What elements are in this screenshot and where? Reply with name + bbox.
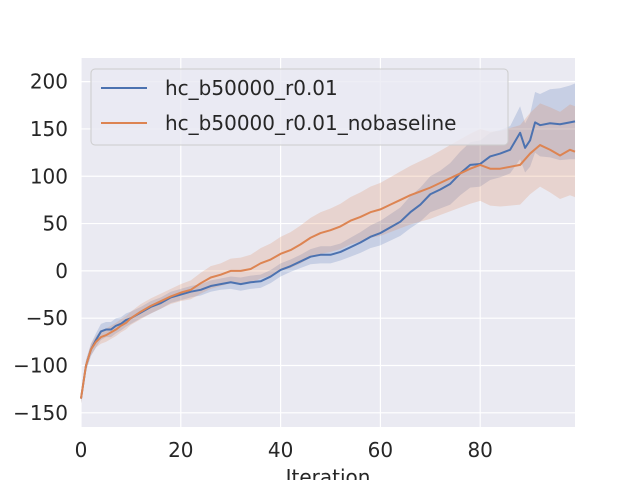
x-tick-label: 60 — [368, 438, 393, 462]
y-tick-label: 150 — [30, 117, 68, 141]
y-tick-label: 200 — [30, 70, 68, 94]
x-tick-label: 0 — [75, 438, 88, 462]
legend-label-1: hc_b50000_r0.01 — [165, 76, 338, 100]
series-lines — [80, 120, 576, 399]
legend-label-2: hc_b50000_r0.01_nobaseline — [165, 111, 456, 135]
y-tick-label: −50 — [26, 306, 68, 330]
series-line-1 — [80, 120, 576, 399]
y-tick-label: 50 — [43, 212, 68, 236]
x-tick-label: 80 — [467, 438, 492, 462]
y-tick-label: 0 — [55, 259, 68, 283]
confidence-band-1 — [81, 83, 575, 404]
x-tick-labels: 0 20 40 60 80 — [75, 438, 493, 462]
series-line-2 — [80, 144, 576, 399]
legend-box — [90, 68, 509, 146]
y-tick-label: 100 — [30, 164, 68, 188]
legend: hc_b50000_r0.01 hc_b50000_r0.01_nobaselin… — [90, 68, 509, 146]
x-tick-label: 40 — [268, 438, 293, 462]
y-tick-labels: −150 −100 −50 0 50 100 150 200 — [13, 70, 68, 425]
x-axis-label: Iteration — [286, 465, 371, 480]
y-tick-label: −100 — [13, 354, 68, 378]
y-tick-label: −150 — [13, 401, 68, 425]
x-tick-label: 20 — [168, 438, 193, 462]
